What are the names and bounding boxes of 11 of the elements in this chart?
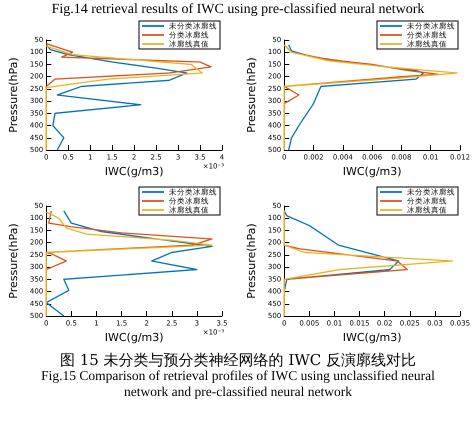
x-axis-title: IWC(g/m3) <box>104 164 164 178</box>
y-axis-title: Pressure(hPa) <box>7 57 20 133</box>
caption: 图 15 未分类与预分类神经网络的 IWC 反演廓线对比 <box>59 351 417 369</box>
x-axis-title: IWC(g/m3) <box>104 330 164 344</box>
y-axis-title: Pressure(hPa) <box>7 223 20 299</box>
y-axis-title: Pressure(hPa) <box>245 223 258 299</box>
x-axis-title: IWC(g/m3) <box>342 330 402 344</box>
x-axis-title: IWC(g/m3) <box>342 164 402 178</box>
y-axis-title: Pressure(hPa) <box>245 57 258 133</box>
caption: Fig.15 Comparison of retrieval profiles of IWC using unclassified neural network and pre-classified neural network <box>40 368 436 400</box>
chart-title: Fig.14 retrieval results of IWC using pre-classified neural network <box>50 2 426 18</box>
